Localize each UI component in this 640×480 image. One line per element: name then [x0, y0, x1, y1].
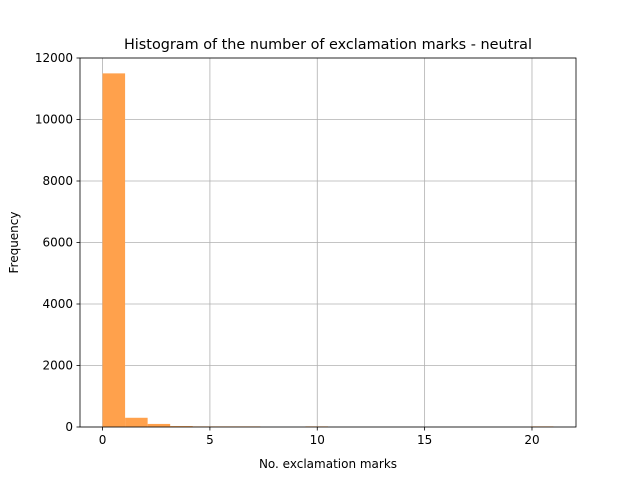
- chart-title: Histogram of the number of exclamation m…: [124, 37, 532, 53]
- y-tick-label: 12000: [35, 51, 73, 65]
- histogram-bar: [147, 423, 171, 427]
- histogram-bar: [102, 73, 126, 427]
- x-tick-label: 20: [524, 433, 539, 447]
- y-tick-label: 2000: [42, 359, 73, 373]
- y-tick-label: 8000: [42, 174, 73, 188]
- x-axis-label: No. exclamation marks: [259, 457, 397, 471]
- x-tick-label: 15: [417, 433, 432, 447]
- x-tick-label: 5: [206, 433, 214, 447]
- x-tick-label: 0: [99, 433, 107, 447]
- y-tick-label: 6000: [42, 236, 73, 250]
- y-tick-label: 10000: [35, 113, 73, 127]
- y-axis-label: Frequency: [7, 212, 21, 274]
- ticks: 0 5 10 15 20 0 2000 4000 6000 8000 10000 12000: [35, 51, 540, 447]
- y-tick-label: 4000: [42, 297, 73, 311]
- histogram-bar: [125, 417, 148, 427]
- x-tick-label: 10: [310, 433, 325, 447]
- histogram-bar: [170, 426, 193, 427]
- y-tick-label: 0: [65, 420, 73, 434]
